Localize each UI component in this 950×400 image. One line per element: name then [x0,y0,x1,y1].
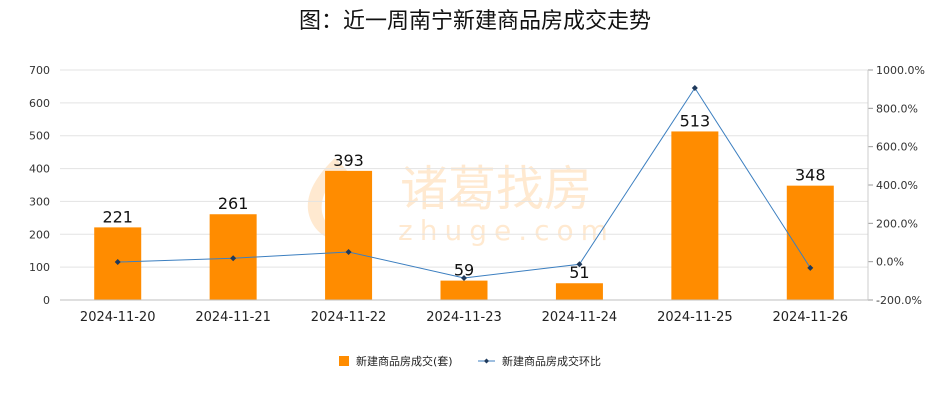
legend: 新建商品房成交(套) 新建商品房成交环比 [339,354,601,368]
y-left-tick-label: 600 [29,97,50,110]
x-tick-label: 2024-11-22 [311,310,387,325]
legend-bar-label: 新建商品房成交(套) [356,354,453,368]
bar-data-label: 261 [218,194,249,213]
bar-data-label: 348 [795,166,826,185]
line-series [114,85,814,281]
y-right-tick-label: 600.0% [876,141,918,154]
x-tick-label: 2024-11-26 [773,310,849,325]
legend-line-label: 新建商品房成交环比 [502,354,601,368]
y-left-tick-label: 500 [29,130,50,143]
y-left-tick-label: 100 [29,261,50,274]
x-tick-label: 2024-11-25 [657,310,733,325]
x-axis: 2024-11-20 2024-11-21 2024-11-22 2024-11-23… [60,299,868,325]
x-tick-label: 2024-11-24 [542,310,618,325]
y-axis-left: 0 100 200 300 400 500 600 700 [29,64,50,307]
line-point [345,248,352,255]
bar [671,131,719,300]
x-tick-label: 2024-11-21 [195,310,271,325]
watermark-brand-cn: 诸葛找房 [400,161,592,217]
bar-data-label: 513 [680,111,711,130]
line-point [807,264,814,271]
y-left-tick-label: 700 [29,64,50,77]
bar [325,170,373,300]
y-left-tick-label: 400 [29,163,50,176]
line-point [230,255,237,262]
y-left-tick-label: 300 [29,195,50,208]
chart-title: 图：近一周南宁新建商品房成交走势 [299,9,651,34]
bar-data-label: 221 [102,207,133,226]
y-left-tick-label: 200 [29,228,50,241]
x-tick-label: 2024-11-20 [80,310,156,325]
bar-data-label: 51 [569,263,589,282]
bar-data-label: 393 [333,151,364,170]
y-right-tick-label: 400.0% [876,179,918,192]
bar-data-labels: 221 261 393 59 51 513 348 [102,111,825,282]
line-point [461,274,467,281]
legend-line-marker [484,358,489,364]
watermark-brand-url: zhuge.com [398,214,615,247]
y-right-tick-label: 200.0% [876,217,918,230]
line-point [114,259,121,266]
y-right-tick-label: -200.0% [876,294,922,307]
legend-bar-swatch [339,356,349,366]
y-axis-right: -200.0% 0.0% 200.0% 400.0% 600.0% 800.0% 1000.… [867,64,925,307]
y-right-tick-label: 0.0% [876,256,904,269]
y-right-tick-label: 1000.0% [876,64,925,77]
bar [555,283,603,300]
bar [440,280,488,300]
watermark-logo: 诸葛找房 zhuge.com [307,158,615,247]
x-tick-label: 2024-11-23 [426,310,502,325]
bar-data-label: 59 [454,261,474,280]
y-right-tick-label: 800.0% [876,102,918,115]
line-point [691,85,698,92]
line-point [576,261,583,268]
y-left-tick-label: 0 [43,294,50,307]
